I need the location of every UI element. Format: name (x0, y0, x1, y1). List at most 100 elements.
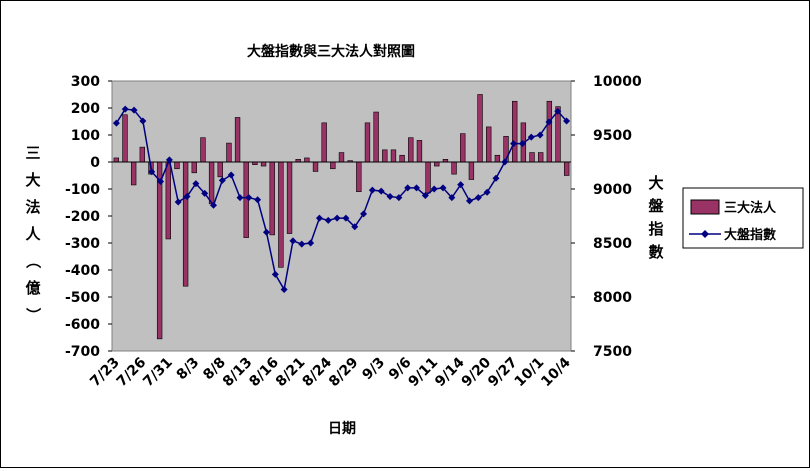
right-axis-label: 大盤指數 (647, 174, 664, 261)
bar (546, 100, 553, 163)
bar (191, 161, 197, 174)
index-point (395, 194, 403, 202)
bar (278, 161, 284, 268)
index-point (386, 193, 394, 201)
right-tick-label: 9000 (593, 182, 632, 198)
bar (234, 117, 241, 163)
index-point (210, 201, 218, 209)
left-tick-label: 200 (71, 101, 100, 117)
index-point (351, 223, 359, 231)
left-tick-label: -100 (65, 182, 100, 198)
x-tick-label: 8/13 (220, 355, 256, 391)
bar (382, 149, 388, 163)
left-axis-label: 三大法人 （ 億 ） (24, 144, 42, 323)
bar (529, 152, 535, 163)
index-point (112, 119, 120, 127)
index-point (254, 196, 262, 204)
index-point (413, 184, 421, 192)
index-point (192, 180, 200, 188)
x-tick-label: 9/3 (359, 355, 388, 384)
bar (286, 161, 293, 234)
index-point (183, 193, 191, 201)
index-point (360, 210, 368, 218)
index-point (404, 184, 412, 192)
left-tick-label: -500 (65, 290, 100, 306)
plot-area (111, 80, 572, 352)
legend-bar-swatch (690, 199, 720, 215)
bar (356, 161, 362, 193)
bar-series (113, 94, 570, 340)
left-axis-label-char: 大 (25, 171, 40, 189)
index-point (139, 117, 147, 125)
right-axis-label-char: 盤 (647, 197, 664, 215)
x-tick-label: 8/21 (273, 355, 309, 391)
index-point (563, 117, 571, 125)
bar (408, 137, 414, 163)
legend-line-label: 大盤指數 (724, 227, 776, 243)
index-point (298, 240, 306, 248)
bar (399, 154, 405, 163)
index-point (245, 194, 253, 202)
index-point (280, 285, 288, 293)
bar (122, 114, 128, 163)
right-axis-label-char: 大 (648, 174, 663, 192)
index-point (262, 228, 270, 236)
index-point (510, 140, 518, 148)
right-axis-ticks: 10000 9500 9000 8500 8000 7500 (571, 74, 642, 360)
bar (373, 111, 379, 163)
index-point (271, 270, 279, 278)
chart-title: 大盤指數與三大法人對照圖 (247, 43, 415, 60)
bar (477, 94, 483, 163)
left-tick-label: -600 (65, 317, 100, 333)
left-tick-label: -400 (65, 263, 100, 279)
left-axis-ticks: 300 200 100 0 -100 -200 -300 -400 -500 -600 -700 (65, 74, 112, 360)
bar (434, 161, 440, 167)
x-tick-label: 9/11 (406, 355, 442, 391)
x-tick-label: 8/24 (299, 354, 335, 390)
left-axis-label-char: 人 (25, 225, 41, 243)
index-point (483, 188, 491, 196)
x-tick-label: 8/16 (246, 355, 282, 391)
index-point (121, 105, 129, 113)
bar (321, 122, 327, 163)
index-point (201, 189, 209, 197)
index-point (545, 118, 553, 126)
bar (425, 161, 431, 194)
index-point (148, 168, 156, 176)
bar (563, 161, 570, 176)
left-axis-label-char: 億 (25, 279, 40, 297)
left-axis-label-char: （ (24, 253, 42, 268)
index-point (421, 191, 429, 199)
bar (174, 161, 180, 170)
index-point (492, 174, 500, 182)
bar (468, 161, 475, 180)
bar (330, 161, 336, 170)
index-point (165, 156, 173, 164)
index-point (333, 214, 341, 222)
bar (226, 142, 232, 163)
legend: 三大法人 大盤指數 (682, 187, 804, 249)
bar (512, 100, 518, 163)
right-tick-label: 8000 (593, 290, 632, 306)
index-point (518, 140, 526, 148)
right-axis-label-char: 指 (648, 220, 663, 238)
index-point (157, 177, 165, 185)
index-point (377, 187, 385, 195)
legend-bar-label: 三大法人 (724, 200, 777, 216)
left-tick-label: 300 (71, 74, 100, 90)
index-line (115, 108, 568, 292)
index-point (465, 197, 473, 205)
legend-box (682, 187, 804, 249)
index-point (315, 214, 323, 222)
x-axis-label: 日期 (328, 421, 356, 437)
left-tick-label: -200 (65, 209, 100, 225)
index-point (324, 216, 332, 224)
index-point (457, 181, 465, 189)
left-axis-label-char: ） (24, 307, 42, 322)
bar (312, 161, 319, 172)
x-tick-label: 8/29 (326, 355, 362, 391)
bar (364, 122, 371, 163)
x-tick-label: 7/26 (114, 355, 150, 391)
bar (338, 152, 345, 163)
x-tick-label: 8/3 (174, 355, 203, 384)
